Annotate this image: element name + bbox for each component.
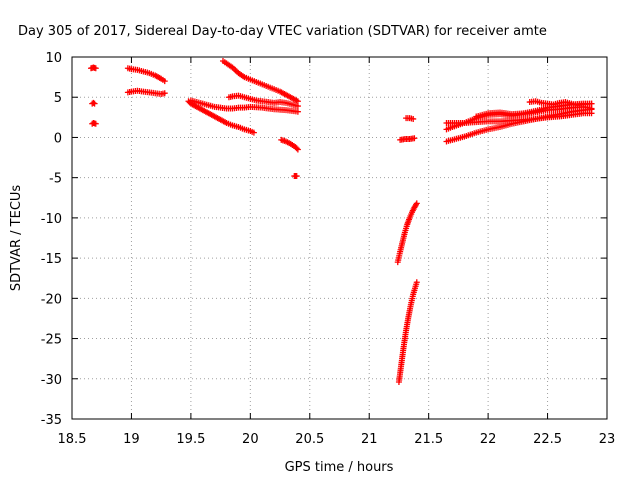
series-track-6 xyxy=(185,98,257,136)
data-point xyxy=(161,90,168,97)
series-track-9 xyxy=(225,92,301,110)
data-point xyxy=(90,99,97,106)
data-point xyxy=(293,173,300,180)
x-tick-label: 20 xyxy=(242,432,259,447)
y-tick-label: -35 xyxy=(41,413,62,428)
data-point xyxy=(410,115,417,122)
data-point xyxy=(161,78,168,85)
y-tick-label: -10 xyxy=(41,212,62,227)
series-track-14 xyxy=(397,135,418,143)
y-tick-label: -5 xyxy=(49,172,62,187)
y-tick-label: -30 xyxy=(41,373,62,388)
series-track-20 xyxy=(526,98,595,109)
chart-title: Day 305 of 2017, Sidereal Day-to-day VTE… xyxy=(18,24,547,39)
x-tick-label: 19.5 xyxy=(176,432,205,447)
x-axis-label: GPS time / hours xyxy=(285,460,394,475)
series-track-3 xyxy=(89,119,99,127)
series-track-1 xyxy=(88,64,99,72)
series-track-10 xyxy=(278,136,301,153)
data-point xyxy=(293,145,300,152)
series-track-4 xyxy=(124,65,168,85)
axis-ticks: 18.5 19 19.5 20 20.5 21 21.5 22 22.5 23 10 5 0 -5 -10 -… xyxy=(41,51,616,447)
data-point xyxy=(588,106,595,113)
series-track-8 xyxy=(219,58,301,105)
series-track-13 xyxy=(395,279,420,385)
x-tick-label: 22 xyxy=(480,432,497,447)
data-points xyxy=(88,58,595,385)
x-tick-label: 21 xyxy=(361,432,378,447)
data-point xyxy=(412,201,419,208)
series-track-12 xyxy=(394,200,420,266)
data-point xyxy=(413,200,420,207)
series-track-18 xyxy=(443,106,595,145)
series-track-11 xyxy=(291,173,300,180)
series-track-5 xyxy=(124,87,168,98)
series-track-2 xyxy=(89,99,98,107)
data-point xyxy=(294,146,301,153)
x-tick-label: 19 xyxy=(123,432,140,447)
x-tick-label: 23 xyxy=(599,432,616,447)
x-tick-label: 21.5 xyxy=(414,432,443,447)
y-tick-label: -25 xyxy=(41,333,62,348)
data-point xyxy=(92,65,99,72)
y-tick-label: 0 xyxy=(54,131,62,146)
data-point xyxy=(413,279,420,286)
series-track-15 xyxy=(403,115,417,122)
x-tick-label: 18.5 xyxy=(58,432,87,447)
data-point xyxy=(92,120,99,127)
series-track-7 xyxy=(187,97,301,115)
x-tick-label: 22.5 xyxy=(533,432,562,447)
y-tick-label: 5 xyxy=(54,91,62,106)
data-point xyxy=(250,129,257,136)
plot-border xyxy=(71,56,608,420)
x-tick-label: 20.5 xyxy=(295,432,324,447)
y-tick-label: -20 xyxy=(41,292,62,307)
y-tick-label: 10 xyxy=(45,51,62,66)
data-point xyxy=(294,108,301,115)
data-point xyxy=(91,100,98,107)
data-point xyxy=(411,135,418,142)
y-tick-label: -15 xyxy=(41,252,62,267)
data-point xyxy=(294,103,301,110)
data-point xyxy=(588,100,595,107)
y-axis-label: SDTVAR / TECUs xyxy=(9,185,24,292)
